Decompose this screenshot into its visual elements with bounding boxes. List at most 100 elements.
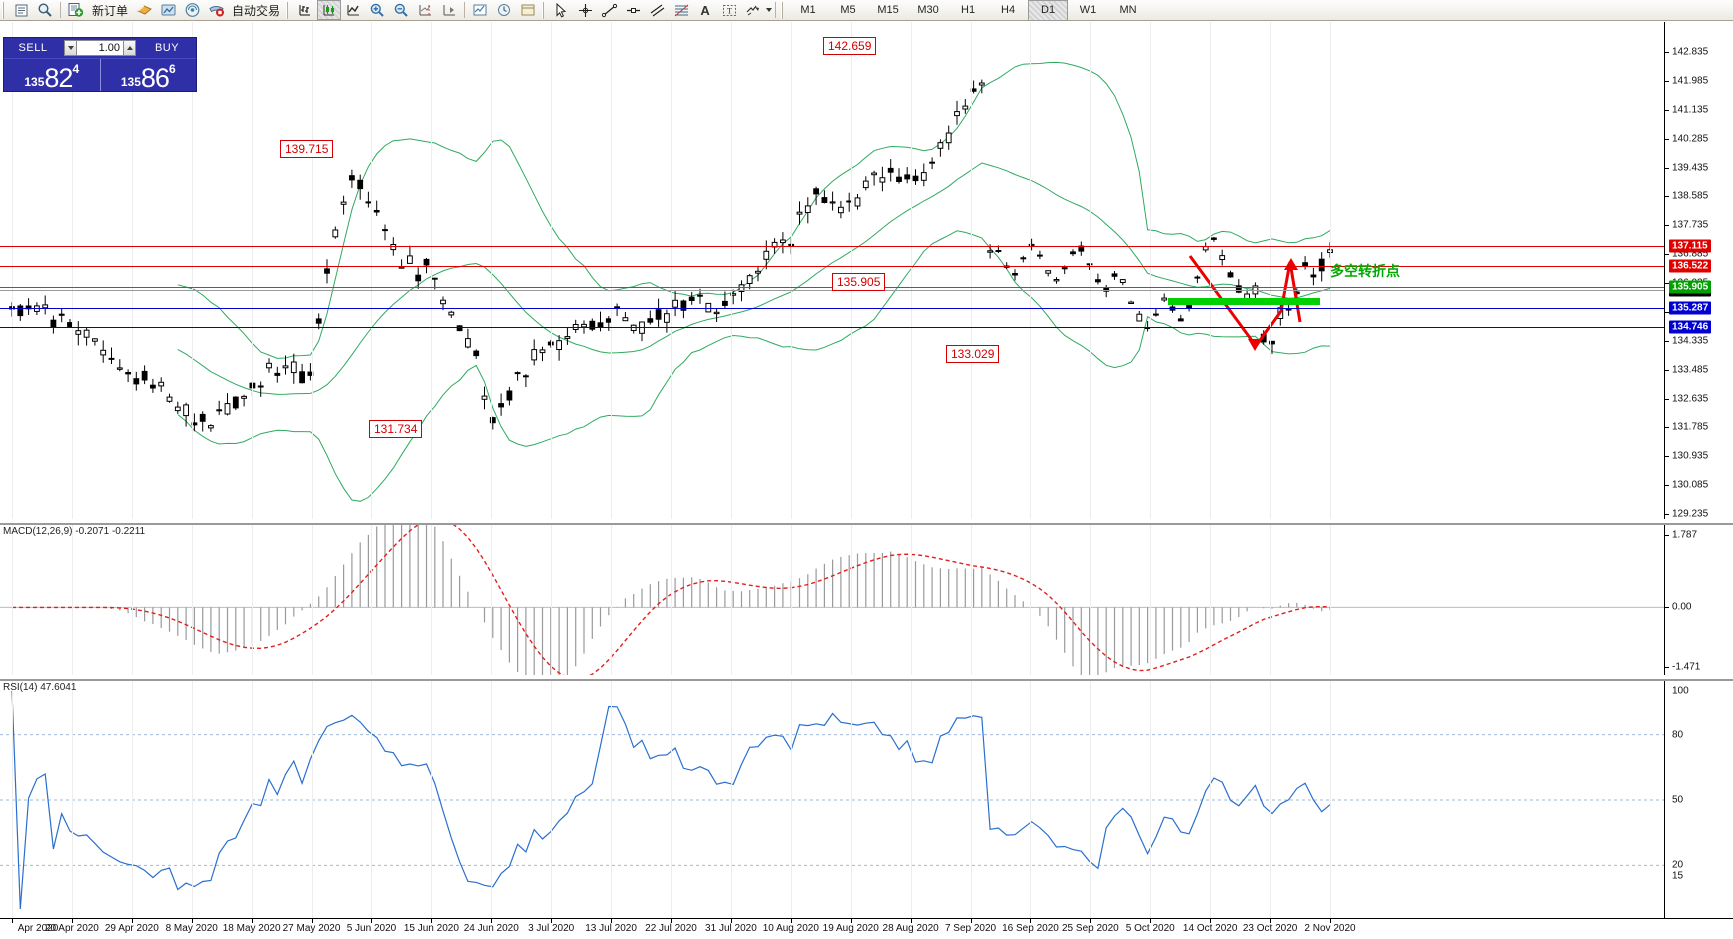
vertical-gridline (790, 525, 792, 675)
timeframe-m5[interactable]: M5 (840, 4, 856, 16)
price-level-label-support[interactable]: 135.287 (1669, 301, 1712, 315)
templates-icon[interactable] (516, 0, 540, 20)
trendline-icon[interactable] (597, 0, 621, 20)
vertical-gridline (71, 525, 73, 675)
sell-price-display[interactable]: 135 82 4 (4, 59, 100, 92)
timeframe-h1[interactable]: H1 (961, 4, 976, 16)
price-level-label-pivot[interactable]: 135.905 (1669, 280, 1712, 294)
indicators-icon[interactable] (468, 0, 492, 20)
chart-shift-icon[interactable] (413, 0, 437, 20)
date-axis-label: 25 Sep 2020 (1062, 923, 1119, 934)
date-axis-tick (131, 919, 133, 923)
rsi-plot-area[interactable] (0, 681, 1664, 918)
zoom-icon[interactable] (33, 0, 57, 20)
one-click-trading-panel: SELL 1.00 BUY 135 82 4 135 86 6 (3, 37, 197, 92)
label-tool-icon[interactable]: T (717, 0, 741, 20)
price-level-label-resistance[interactable]: 137.115 (1669, 239, 1711, 253)
date-axis-label: 8 May 2020 (165, 923, 218, 934)
price-axis-label: 138.585 (1672, 190, 1709, 202)
autotrading-label[interactable]: 自动交易 (232, 3, 281, 18)
volume-increase-button[interactable] (123, 40, 136, 56)
price-level-label-support[interactable]: 134.746 (1669, 320, 1712, 334)
rsi-axis-label: 100 (1672, 685, 1689, 697)
price-level-line-resistance[interactable] (0, 246, 1664, 248)
arrows-dropdown-caret[interactable] (766, 8, 773, 12)
price-callout[interactable]: 135.905 (832, 273, 886, 291)
vertical-gridline (910, 22, 912, 519)
timeframe-w1[interactable]: W1 (1079, 4, 1097, 16)
price-axis-tick (1665, 369, 1669, 371)
vertical-gridline (1150, 22, 1152, 519)
line-chart-icon[interactable] (341, 0, 365, 20)
bar-chart-icon[interactable] (293, 0, 317, 20)
toolbar-grip[interactable] (2, 1, 7, 19)
vertical-gridline (790, 681, 792, 918)
date-axis-label: 20 Apr 2020 (44, 923, 99, 934)
fibonacci-icon[interactable] (669, 0, 693, 20)
price-level-line-support[interactable] (0, 326, 1664, 328)
timeframe-mn[interactable]: MN (1119, 4, 1137, 16)
toolbar-grip-2[interactable] (286, 1, 292, 19)
cursor-icon[interactable] (549, 0, 573, 20)
price-callout[interactable]: 142.659 (823, 37, 877, 55)
price-plot-area[interactable] (0, 22, 1664, 519)
price-callout[interactable]: 133.029 (946, 345, 1000, 363)
price-axis-label: 142.835 (1672, 46, 1709, 58)
sell-button[interactable]: SELL (18, 42, 48, 54)
timeframe-m1[interactable]: M1 (800, 4, 816, 16)
text-tool-icon[interactable]: A (700, 2, 710, 18)
timeframe-h4[interactable]: H4 (1001, 4, 1016, 16)
chart-list-icon[interactable] (9, 0, 33, 20)
vertical-gridline (1270, 681, 1272, 918)
price-callout[interactable]: 131.734 (369, 420, 423, 438)
toolbar-separator-2 (464, 2, 466, 18)
arrows-icon[interactable] (741, 0, 765, 20)
price-axis[interactable]: 142.835 141.985 141.135 140.285 139.435 138.5… (1664, 22, 1733, 520)
vertical-gridline (1210, 22, 1212, 519)
volume-input[interactable]: 1.00 (77, 40, 123, 56)
turning-point-annotation[interactable]: 多空转折点 (1330, 264, 1400, 280)
vertical-gridline (611, 525, 613, 675)
rsi-axis[interactable]: 100 80 50 20 15 (1664, 681, 1733, 918)
data-window-icon[interactable] (156, 0, 180, 20)
volume-decrease-button[interactable] (64, 40, 77, 56)
crosshair-icon[interactable] (573, 0, 597, 20)
date-axis-label: 27 May 2020 (282, 923, 341, 934)
zoom-out-icon[interactable] (389, 0, 413, 20)
price-level-label-resistance[interactable]: 136.522 (1669, 259, 1712, 273)
toolbar-grip-3[interactable] (542, 1, 548, 19)
price-axis-label: 136.885 (1672, 248, 1709, 260)
price-axis-tick (1665, 254, 1669, 256)
new-order-icon[interactable] (64, 0, 88, 20)
signals-icon[interactable] (180, 0, 204, 20)
macd-plot-area[interactable] (0, 525, 1664, 675)
date-axis[interactable]: Apr 2020 20 Apr 2020 29 Apr 2020 8 May 2020… (0, 918, 1733, 939)
price-axis-tick (1665, 485, 1669, 487)
buy-price-display[interactable]: 135 86 6 (99, 59, 197, 92)
vertical-gridline (491, 525, 493, 675)
toolbar-grip-4[interactable] (781, 1, 787, 19)
timeframe-m15[interactable]: M15 (877, 4, 899, 16)
date-axis-label: 5 Jun 2020 (346, 923, 397, 934)
rsi-chart-svg (0, 690, 1664, 910)
timeframe-m30[interactable]: M30 (917, 4, 939, 16)
price-callout[interactable]: 139.715 (280, 140, 334, 158)
support-zone-marker[interactable] (1168, 298, 1320, 305)
new-order-label[interactable]: 新订单 (92, 3, 129, 18)
periodicity-icon[interactable] (492, 0, 516, 20)
candlestick-chart-icon[interactable] (317, 0, 342, 20)
vertical-gridline (1090, 681, 1092, 918)
buy-button[interactable]: BUY (154, 42, 180, 54)
macd-axis[interactable]: 1.787 0.00 -1.471 (1664, 525, 1733, 675)
expert-advisor-icon[interactable] (132, 0, 156, 20)
channel-icon[interactable] (645, 0, 669, 20)
date-axis-tick (251, 919, 253, 923)
timeframe-d1[interactable]: D1 (1028, 0, 1069, 21)
auto-scroll-icon[interactable] (437, 0, 461, 20)
vertical-gridline (131, 22, 133, 519)
price-level-line-resistance[interactable] (0, 266, 1664, 268)
price-level-line-support[interactable] (0, 308, 1664, 310)
zoom-in-icon[interactable] (365, 0, 389, 20)
autotrading-icon[interactable] (204, 0, 228, 20)
horizontal-line-icon[interactable] (621, 0, 645, 20)
